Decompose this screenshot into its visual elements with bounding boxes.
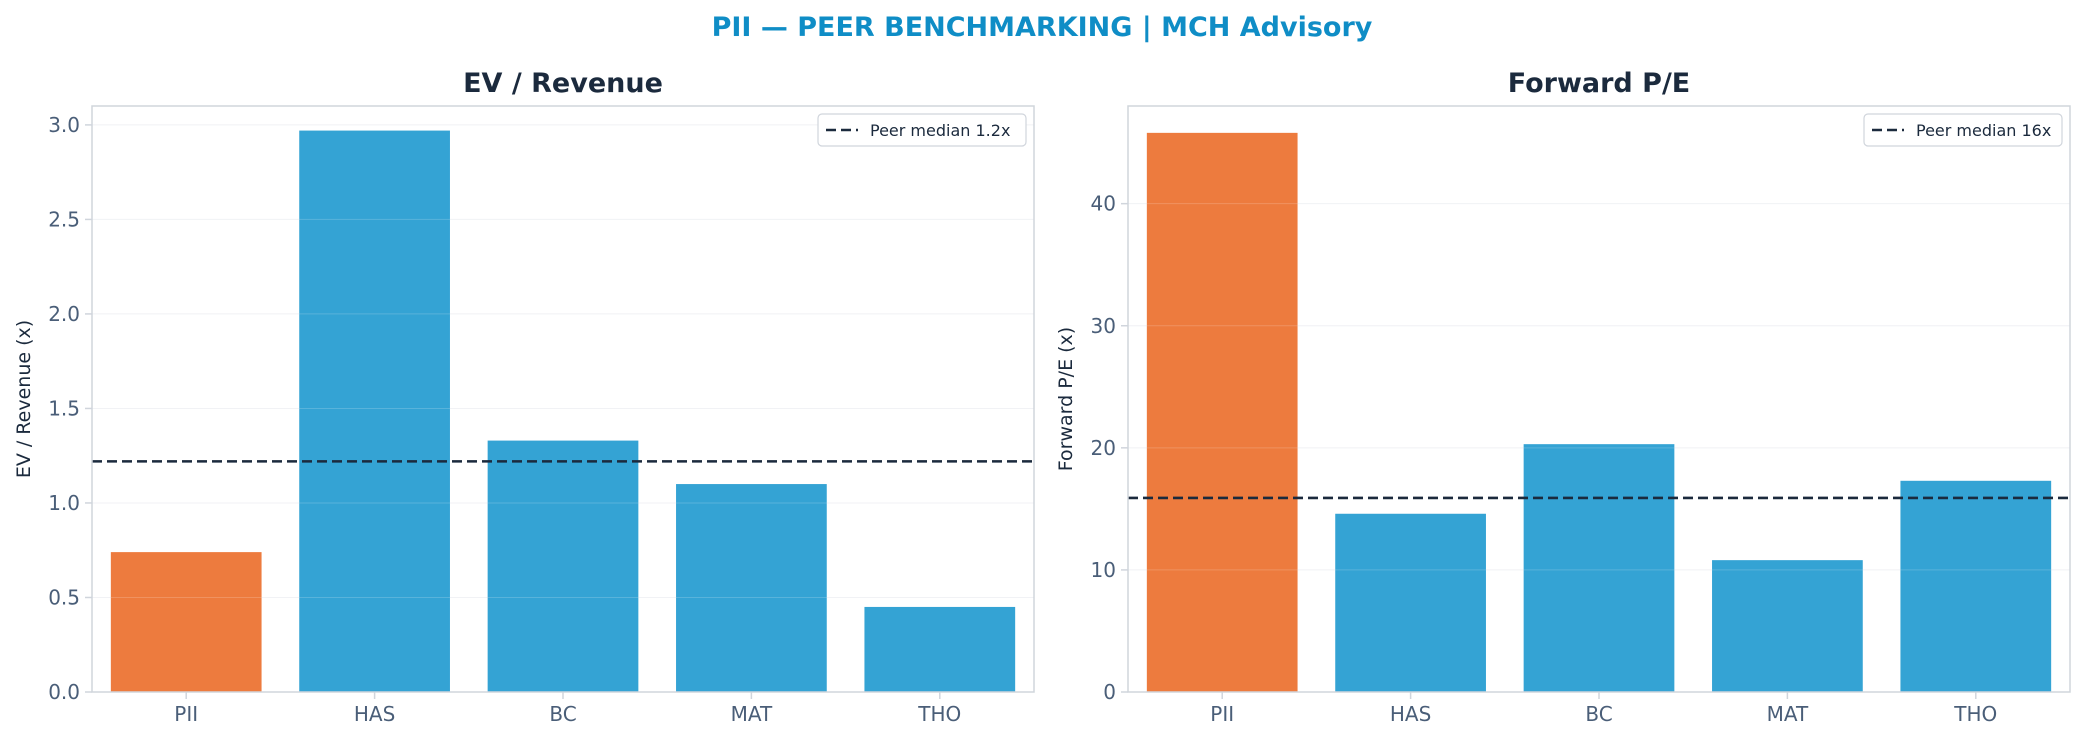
y-tick-label: 1.0	[48, 491, 80, 515]
legend-label: Peer median 1.2x	[870, 121, 1010, 140]
bar-tho	[1900, 480, 2052, 692]
legend-label: Peer median 16x	[1916, 121, 2051, 140]
legend-box	[817, 113, 1027, 147]
y-tick-label: 2.0	[48, 302, 80, 326]
y-tick-label: 3.0	[48, 113, 80, 137]
bar-pii	[110, 552, 262, 692]
x-tick-label-mat: MAT	[1767, 702, 1809, 726]
y-tick-label: 30	[1091, 314, 1116, 338]
y-tick-label: 0.5	[48, 585, 80, 609]
legend: Peer median 1.2x	[817, 113, 1027, 147]
x-tick-label-tho: THO	[1953, 702, 1997, 726]
x-tick-label-has: HAS	[1390, 702, 1431, 726]
chart-title: Forward P/E	[1508, 68, 1691, 99]
bar-tho	[864, 606, 1016, 692]
x-tick-label-bc: BC	[549, 702, 576, 726]
figure-title: PII — PEER BENCHMARKING | MCH Advisory	[712, 12, 1373, 43]
y-tick-label: 20	[1091, 436, 1116, 460]
y-tick-label: 10	[1091, 558, 1116, 582]
chart-title: EV / Revenue	[463, 68, 663, 99]
x-tick-label-has: HAS	[354, 702, 395, 726]
chart-panel-forward-p-e: 0 10 20 30 40 PII HAS BC MAT THO Forward P/E Forwar…	[1055, 68, 2071, 726]
x-tick-label-mat: MAT	[731, 702, 773, 726]
bar-bc	[1523, 444, 1675, 692]
y-axis-label: Forward P/E (x)	[1055, 327, 1077, 471]
bar-pii	[1146, 132, 1298, 692]
y-tick-label: 1.5	[48, 396, 80, 420]
y-tick-label: 40	[1091, 192, 1116, 216]
bar-bc	[487, 440, 639, 692]
y-axis-label: EV / Revenue (x)	[13, 320, 35, 478]
chart-panel-ev-revenue: 0.0 0.5 1.0 1.5 2.0 2.5 3.0 PII HAS BC MAT THO EV / …	[13, 68, 1035, 726]
bar-mat	[1712, 560, 1863, 692]
x-tick-label-pii: PII	[1210, 702, 1234, 726]
bar-has	[1335, 513, 1486, 692]
y-tick-label: 2.5	[48, 207, 80, 231]
x-tick-label-pii: PII	[174, 702, 198, 726]
y-tick-label: 0	[1103, 680, 1116, 704]
x-tick-label-tho: THO	[917, 702, 961, 726]
y-tick-label: 0.0	[48, 680, 80, 704]
legend: Peer median 16x	[1863, 113, 2063, 147]
bar-mat	[676, 484, 827, 692]
x-tick-label-bc: BC	[1585, 702, 1612, 726]
legend-box	[1863, 113, 2063, 147]
bar-has	[299, 130, 450, 692]
